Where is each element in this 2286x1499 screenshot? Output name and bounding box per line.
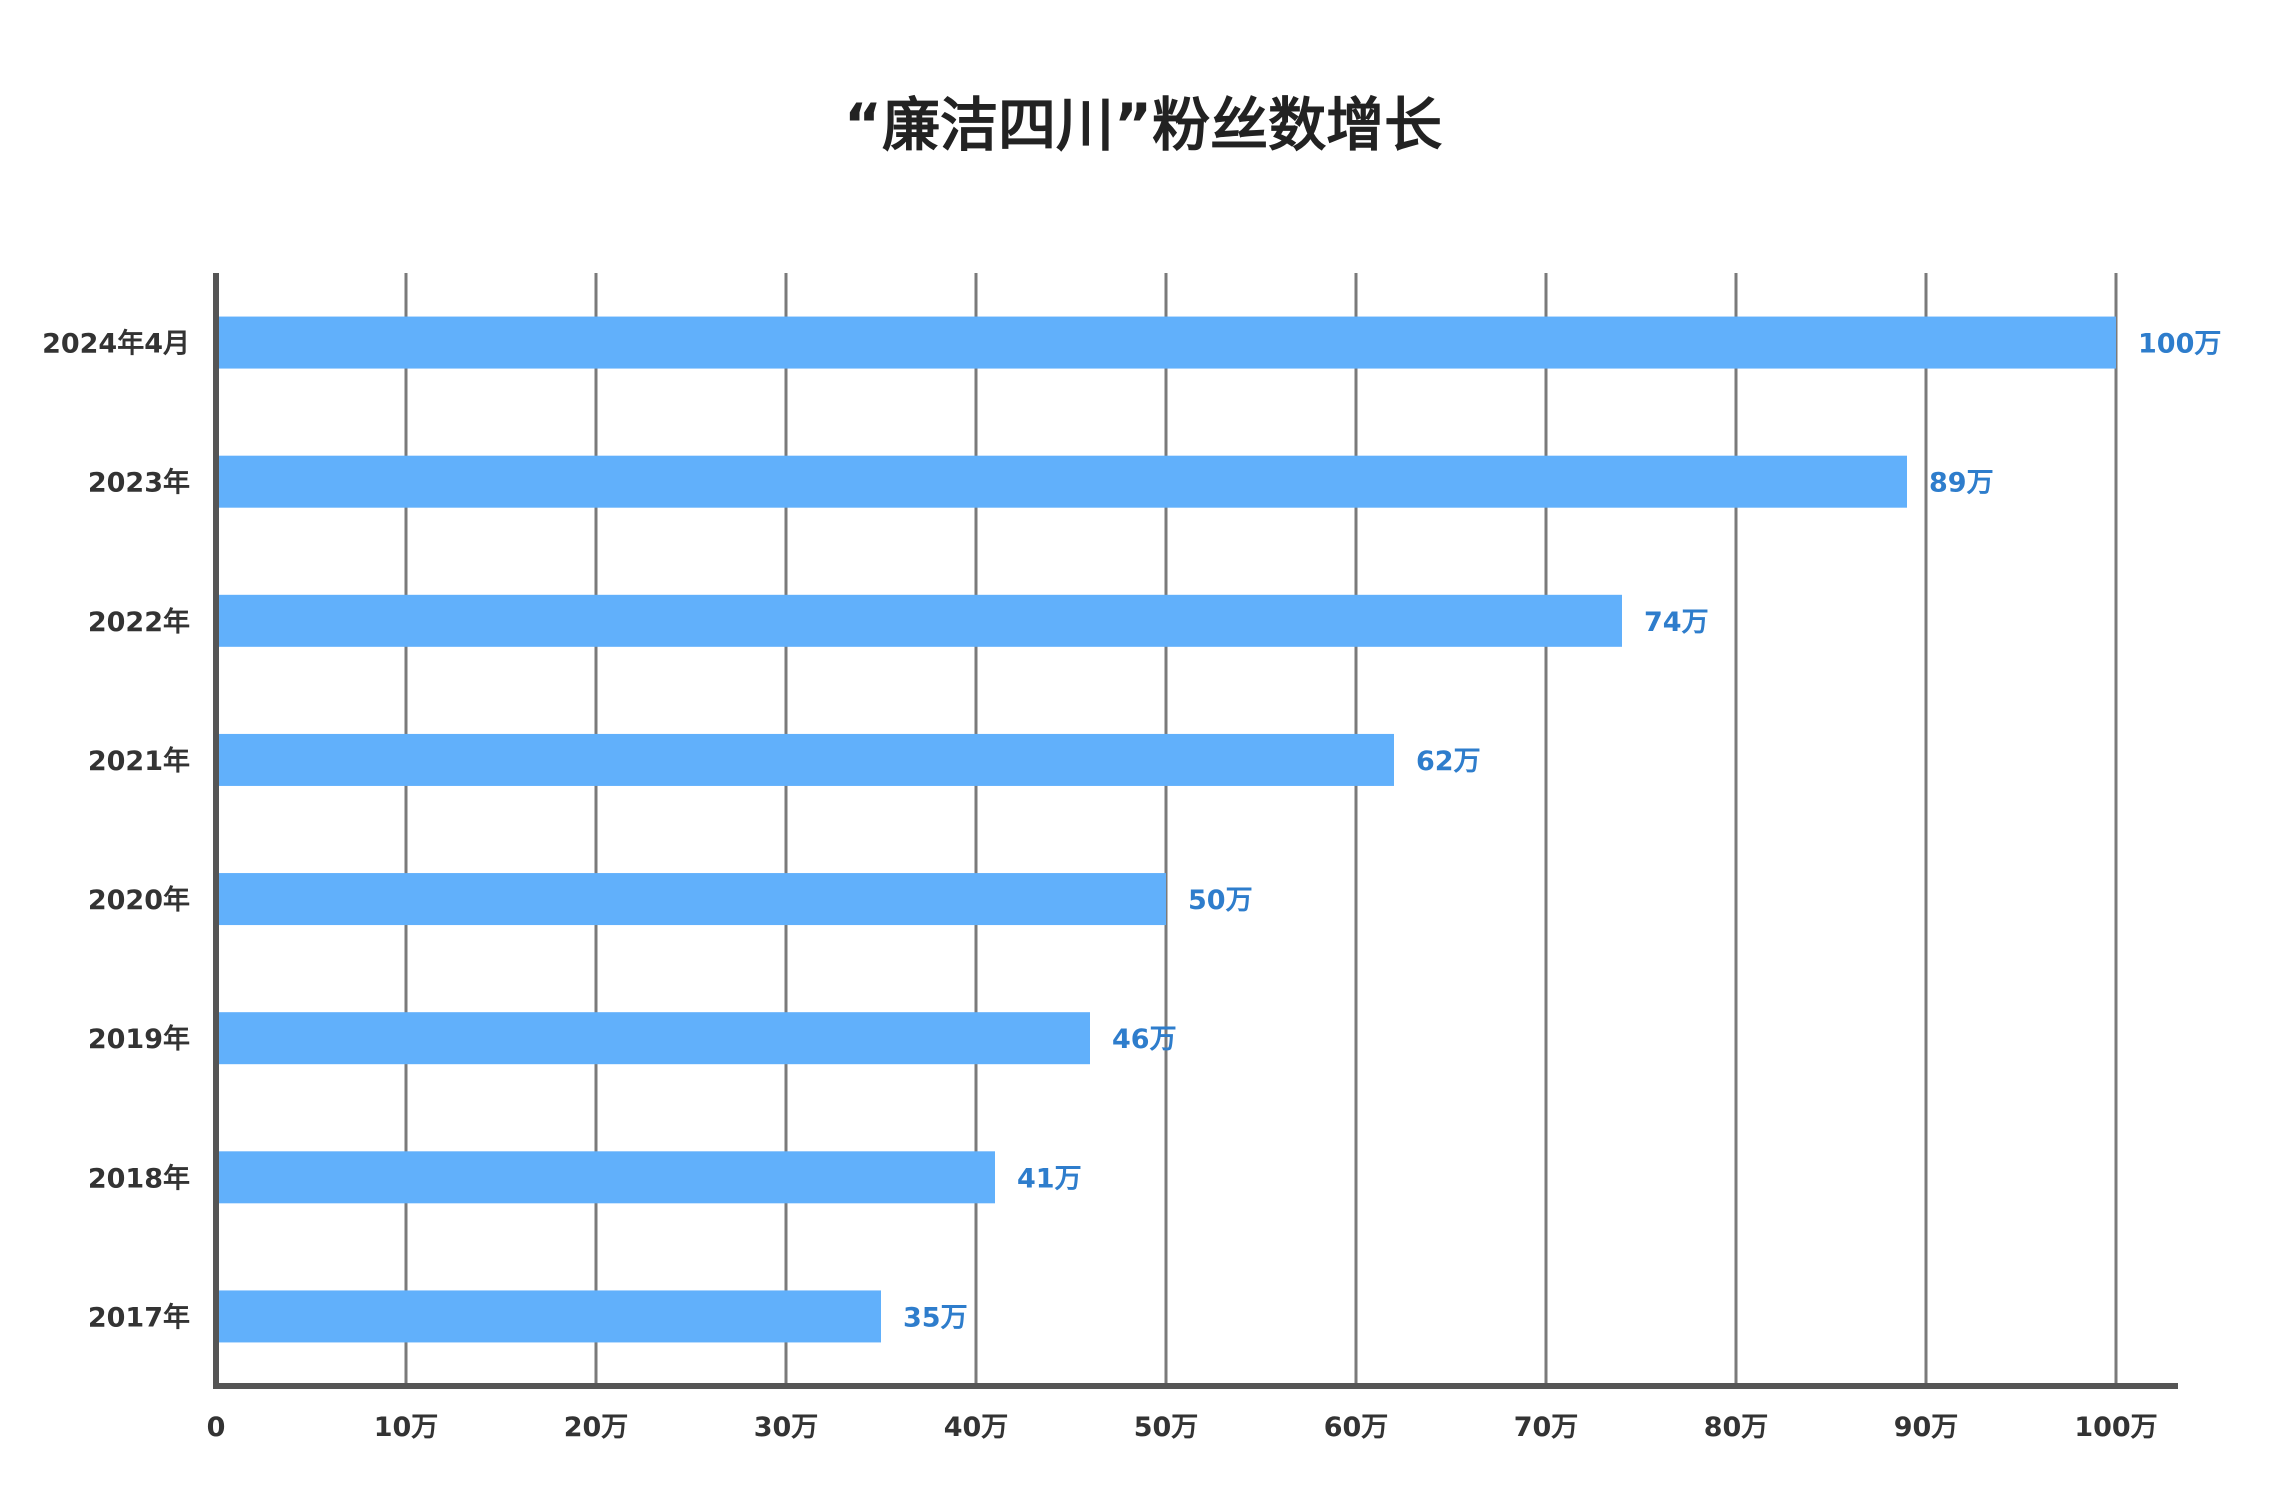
x-tick-label: 80万 bbox=[1704, 1412, 1769, 1443]
category-label: 2020年 bbox=[88, 884, 190, 916]
x-tick-label: 70万 bbox=[1514, 1412, 1579, 1443]
x-tick-label: 90万 bbox=[1894, 1412, 1959, 1443]
grid-lines bbox=[404, 273, 2118, 1386]
bar bbox=[216, 1151, 995, 1204]
category-label: 2019年 bbox=[88, 1023, 190, 1055]
x-tick-label: 10万 bbox=[374, 1412, 439, 1443]
bar bbox=[216, 1012, 1090, 1065]
data-label: 50万 bbox=[1188, 885, 1253, 916]
labels: 0 10万 20万 30万 40万 50万 60万 70万 80万 90万 100万 2024年4月 1… bbox=[42, 328, 2221, 1443]
category-label: 2024年4月 bbox=[42, 328, 190, 360]
category-label: 2023年 bbox=[88, 467, 190, 499]
data-label: 62万 bbox=[1416, 746, 1481, 777]
data-label: 89万 bbox=[1929, 468, 1994, 499]
category-label: 2022年 bbox=[88, 606, 190, 638]
x-tick-label: 40万 bbox=[944, 1412, 1009, 1443]
x-tick-label: 30万 bbox=[754, 1412, 819, 1443]
x-tick-label: 20万 bbox=[564, 1412, 629, 1443]
bar bbox=[216, 1290, 881, 1343]
x-tick-label: 50万 bbox=[1134, 1412, 1199, 1443]
x-tick-label: 0 bbox=[207, 1412, 226, 1443]
x-tick-label: 60万 bbox=[1324, 1412, 1389, 1443]
bar bbox=[216, 316, 2116, 369]
chart-title: “廉洁四川”粉丝数增长 bbox=[844, 91, 1442, 159]
data-label: 41万 bbox=[1017, 1163, 1082, 1194]
data-label: 74万 bbox=[1644, 607, 1709, 638]
bar bbox=[216, 594, 1622, 647]
x-tick-label: 100万 bbox=[2074, 1412, 2157, 1443]
data-label: 46万 bbox=[1112, 1024, 1177, 1055]
category-label: 2018年 bbox=[88, 1162, 190, 1194]
bars bbox=[216, 316, 2116, 1343]
data-label: 100万 bbox=[2138, 329, 2221, 360]
axes bbox=[213, 273, 2178, 1389]
bar bbox=[216, 733, 1394, 786]
bar bbox=[216, 873, 1166, 926]
bar bbox=[216, 455, 1907, 508]
category-label: 2021年 bbox=[88, 745, 190, 777]
data-label: 35万 bbox=[903, 1302, 968, 1333]
category-label: 2017年 bbox=[88, 1301, 190, 1333]
